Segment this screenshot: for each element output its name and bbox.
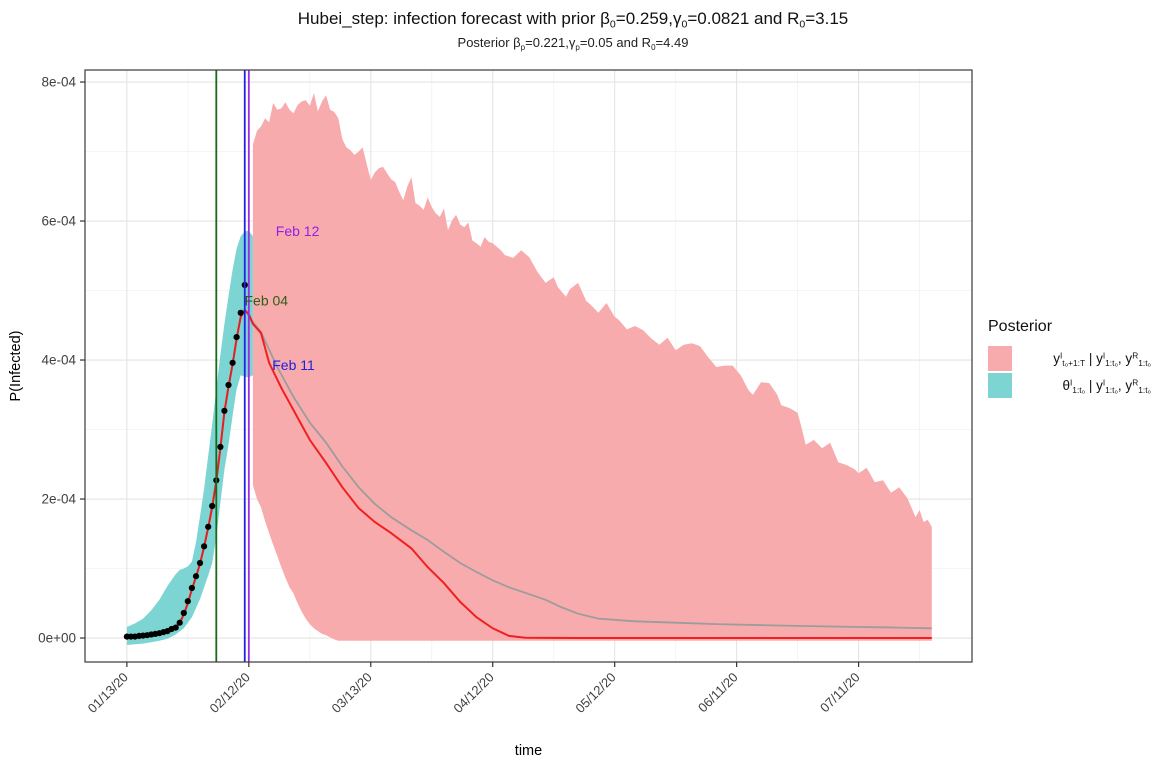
legend-label-theta: θI1:t₀ | yI1:t₀, yR1:t₀ xyxy=(1062,377,1151,395)
svg-text:07/11/20: 07/11/20 xyxy=(817,670,863,716)
svg-text:Feb 11: Feb 11 xyxy=(272,357,315,373)
svg-text:P(Infected): P(Infected) xyxy=(8,331,24,402)
svg-text:4e-04: 4e-04 xyxy=(41,353,76,368)
svg-text:8e-04: 8e-04 xyxy=(41,75,76,90)
svg-text:06/11/20: 06/11/20 xyxy=(695,670,741,716)
svg-text:Feb 12: Feb 12 xyxy=(276,223,320,239)
legend: Posterior yIt₀+1:T | yI1:t₀, yR1:t₀ θI1:… xyxy=(988,318,1151,399)
svg-text:0e+00: 0e+00 xyxy=(38,631,76,646)
svg-text:Feb 04: Feb 04 xyxy=(245,292,289,308)
svg-text:02/12/20: 02/12/20 xyxy=(207,670,253,716)
legend-title: Posterior xyxy=(988,318,1053,335)
chart-subtitle: Posterior βp=0.221,γp=0.05 and R0=4.49 xyxy=(457,35,689,52)
svg-text:04/12/20: 04/12/20 xyxy=(450,670,496,716)
svg-text:6e-04: 6e-04 xyxy=(41,214,76,229)
legend-label-forecast: yIt₀+1:T | yI1:t₀, yR1:t₀ xyxy=(1053,350,1151,368)
legend-entry-forecast: yIt₀+1:T | yI1:t₀, yR1:t₀ xyxy=(988,345,1151,372)
legend-swatch-theta-icon xyxy=(988,373,1012,398)
legend-entry-theta: θI1:t₀ | yI1:t₀, yR1:t₀ xyxy=(988,372,1151,399)
svg-text:05/12/20: 05/12/20 xyxy=(572,670,618,716)
svg-text:01/13/20: 01/13/20 xyxy=(85,670,131,716)
svg-text:2e-04: 2e-04 xyxy=(41,492,76,507)
legend-swatch-forecast-icon xyxy=(988,346,1012,371)
svg-text:time: time xyxy=(515,743,542,759)
chart-title: Hubei_step: infection forecast with prio… xyxy=(297,9,849,31)
svg-text:03/13/20: 03/13/20 xyxy=(329,670,375,716)
